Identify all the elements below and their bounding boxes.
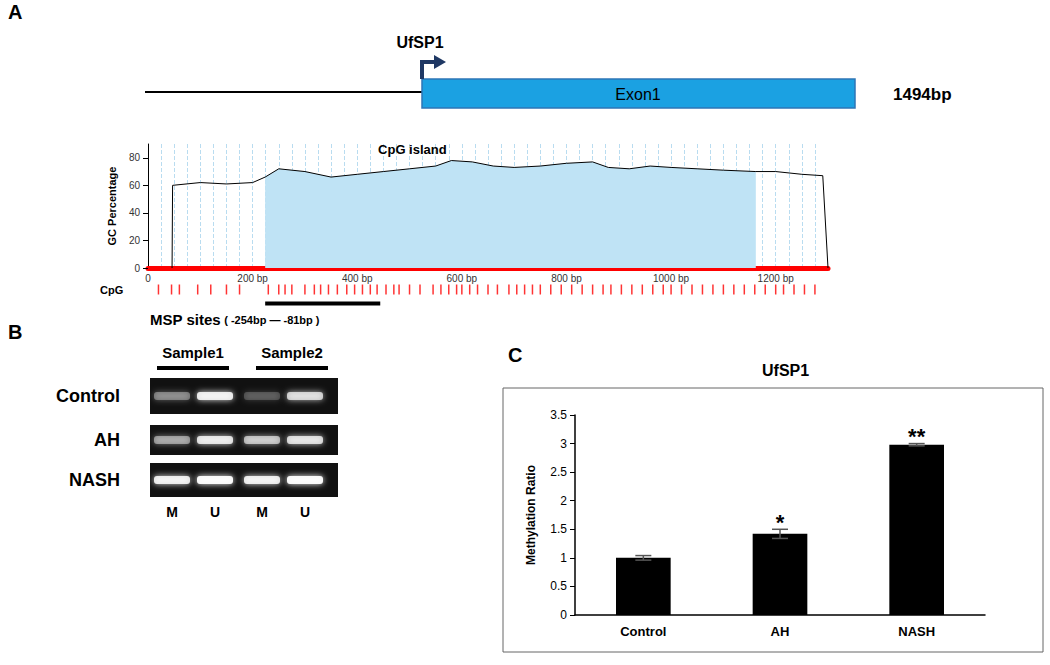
svg-text:AH: AH [771, 624, 790, 639]
svg-text:Sample1: Sample1 [162, 344, 224, 361]
svg-text:NASH: NASH [898, 624, 935, 639]
svg-text:Control: Control [56, 386, 120, 406]
svg-text:3: 3 [560, 437, 567, 451]
svg-text:GC Percentage: GC Percentage [106, 167, 118, 246]
svg-text:B: B [8, 321, 22, 343]
svg-text:1200 bp: 1200 bp [758, 273, 795, 284]
svg-text:Control: Control [620, 624, 666, 639]
svg-text:MSP sites: MSP sites [150, 311, 221, 328]
svg-text:20: 20 [129, 235, 141, 246]
svg-text:0: 0 [145, 273, 151, 284]
svg-text:M: M [166, 504, 178, 520]
svg-text:A: A [8, 1, 22, 23]
svg-text:40: 40 [129, 207, 141, 218]
svg-text:1000 bp: 1000 bp [653, 273, 690, 284]
svg-text:UfSP1: UfSP1 [396, 34, 443, 51]
svg-text:2: 2 [560, 494, 567, 508]
svg-text:M: M [256, 504, 268, 520]
svg-text:1494bp: 1494bp [893, 85, 952, 104]
svg-text:NASH: NASH [69, 470, 120, 490]
svg-text:( -254bp — -81bp ): ( -254bp — -81bp ) [224, 314, 320, 326]
svg-text:Exon1: Exon1 [615, 86, 660, 103]
svg-text:2.5: 2.5 [550, 465, 567, 479]
svg-text:800 bp: 800 bp [551, 273, 582, 284]
svg-text:CpG: CpG [100, 284, 123, 296]
svg-text:Sample2: Sample2 [261, 344, 323, 361]
svg-text:U: U [300, 504, 310, 520]
svg-text:0: 0 [560, 608, 567, 622]
svg-text:1: 1 [560, 551, 567, 565]
svg-text:Methylation Ratio: Methylation Ratio [524, 465, 538, 565]
svg-text:C: C [508, 344, 522, 366]
svg-text:UfSP1: UfSP1 [762, 362, 809, 379]
svg-text:60: 60 [129, 180, 141, 191]
svg-text:200 bp: 200 bp [237, 273, 268, 284]
svg-text:AH: AH [94, 430, 120, 450]
svg-text:CpG island: CpG island [378, 142, 447, 157]
svg-text:0.5: 0.5 [550, 579, 567, 593]
svg-text:1.5: 1.5 [550, 522, 567, 536]
svg-text:U: U [210, 504, 220, 520]
svg-text:*: * [776, 510, 785, 535]
svg-text:80: 80 [129, 152, 141, 163]
svg-text:0: 0 [134, 263, 140, 274]
svg-text:3.5: 3.5 [550, 408, 567, 422]
svg-text:400 bp: 400 bp [342, 273, 373, 284]
svg-text:**: ** [908, 424, 926, 449]
svg-text:600 bp: 600 bp [447, 273, 478, 284]
